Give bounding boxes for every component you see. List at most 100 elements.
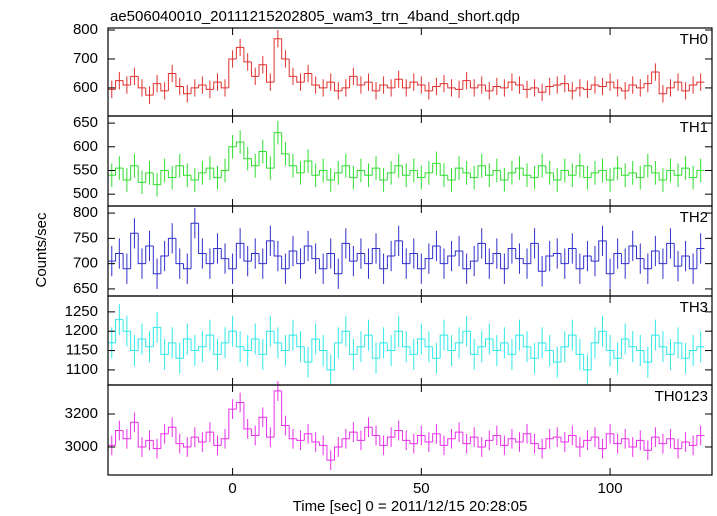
step bbox=[349, 243, 358, 262]
step bbox=[500, 253, 509, 270]
step bbox=[507, 172, 516, 180]
step bbox=[545, 342, 554, 352]
step bbox=[485, 243, 494, 265]
step bbox=[371, 167, 380, 176]
step bbox=[364, 81, 373, 86]
step bbox=[673, 81, 682, 88]
step bbox=[598, 85, 607, 87]
step bbox=[432, 346, 441, 359]
step bbox=[167, 342, 176, 355]
step bbox=[605, 240, 614, 275]
step bbox=[658, 72, 667, 95]
step bbox=[198, 84, 207, 88]
step bbox=[303, 433, 312, 441]
step bbox=[401, 331, 410, 348]
step bbox=[394, 429, 403, 438]
step bbox=[266, 151, 275, 169]
x-axis-label: Time [sec] 0 = 2011/12/15 20:28:05 bbox=[293, 498, 528, 515]
step bbox=[477, 165, 486, 178]
step bbox=[537, 87, 546, 93]
step bbox=[281, 390, 290, 427]
step bbox=[560, 253, 569, 265]
step bbox=[175, 238, 184, 265]
step bbox=[552, 350, 561, 363]
step bbox=[190, 338, 199, 352]
step bbox=[688, 84, 697, 91]
step bbox=[175, 342, 184, 359]
step bbox=[183, 86, 192, 95]
step bbox=[213, 335, 222, 355]
x-tick-label: 0 bbox=[228, 480, 236, 497]
step bbox=[620, 253, 629, 265]
step bbox=[228, 330, 237, 343]
step bbox=[371, 427, 380, 436]
step bbox=[243, 346, 252, 352]
step bbox=[568, 334, 577, 347]
step bbox=[485, 439, 494, 447]
step bbox=[500, 86, 509, 89]
step bbox=[447, 83, 456, 89]
step bbox=[613, 253, 622, 274]
step bbox=[386, 85, 395, 89]
step bbox=[167, 426, 176, 434]
step bbox=[401, 165, 410, 176]
step bbox=[651, 165, 660, 174]
step bbox=[115, 253, 124, 262]
y-tick-label: 1200 bbox=[65, 322, 98, 339]
step bbox=[485, 165, 494, 176]
step bbox=[613, 82, 622, 89]
step bbox=[454, 431, 463, 439]
step bbox=[643, 258, 652, 270]
step bbox=[462, 330, 471, 343]
step bbox=[167, 170, 176, 179]
step bbox=[296, 251, 305, 265]
step bbox=[485, 338, 494, 347]
step bbox=[568, 83, 577, 92]
step bbox=[220, 248, 229, 260]
step bbox=[424, 85, 433, 92]
step bbox=[190, 436, 199, 447]
step bbox=[696, 81, 705, 86]
step bbox=[568, 170, 577, 176]
step bbox=[288, 58, 297, 77]
step bbox=[394, 78, 403, 88]
step bbox=[364, 170, 373, 176]
step bbox=[688, 442, 697, 446]
step bbox=[145, 338, 154, 348]
y-tick-label: 550 bbox=[73, 161, 98, 178]
step bbox=[454, 250, 463, 257]
step bbox=[303, 245, 312, 264]
step bbox=[349, 331, 358, 355]
step bbox=[696, 247, 705, 269]
step bbox=[130, 331, 139, 352]
step bbox=[394, 240, 403, 257]
step bbox=[198, 223, 207, 255]
step bbox=[228, 146, 237, 171]
step bbox=[235, 46, 244, 59]
step bbox=[620, 87, 629, 92]
step bbox=[318, 258, 327, 270]
step bbox=[137, 165, 146, 183]
step bbox=[485, 85, 494, 92]
step bbox=[658, 172, 667, 181]
step bbox=[666, 87, 675, 94]
step bbox=[417, 434, 426, 444]
step bbox=[175, 427, 184, 445]
step bbox=[651, 250, 660, 269]
step bbox=[167, 237, 176, 257]
step bbox=[394, 165, 403, 173]
step bbox=[250, 428, 259, 436]
step bbox=[326, 350, 335, 371]
step bbox=[530, 87, 539, 90]
step bbox=[417, 82, 426, 86]
step bbox=[432, 85, 441, 91]
step bbox=[545, 165, 554, 174]
y-tick-label: 750 bbox=[73, 229, 98, 246]
step bbox=[145, 87, 154, 96]
step bbox=[356, 169, 365, 178]
step bbox=[228, 58, 237, 88]
y-tick-label: 500 bbox=[73, 185, 98, 202]
step bbox=[273, 390, 282, 438]
y-tick-label: 650 bbox=[73, 280, 98, 297]
step bbox=[250, 61, 259, 77]
